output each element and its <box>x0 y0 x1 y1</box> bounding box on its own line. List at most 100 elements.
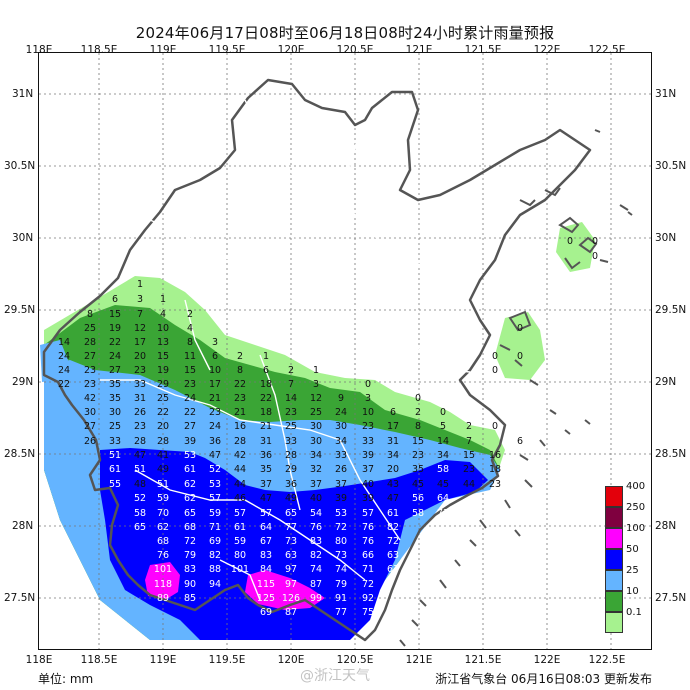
rainfall-value: 40 <box>310 493 322 504</box>
rainfall-value: 19 <box>157 365 169 376</box>
rainfall-value: 22 <box>184 407 196 418</box>
lat-tick-left-0: 31N <box>12 88 34 100</box>
rainfall-value: 41 <box>157 450 169 461</box>
rainfall-value: 33 <box>362 436 374 447</box>
rainfall-value: 74 <box>310 564 322 575</box>
lon-tick-top-9: 122.5E <box>588 44 626 56</box>
rainfall-value: 7 <box>288 379 294 390</box>
legend-swatch <box>605 591 623 612</box>
rainfall-value: 2 <box>237 351 243 362</box>
rainfall-value: 47 <box>209 450 221 461</box>
rainfall-value: 61 <box>184 464 196 475</box>
rainfall-value: 31 <box>387 436 399 447</box>
rainfall-value: 0 <box>492 351 498 362</box>
rainfall-value: 42 <box>234 450 246 461</box>
legend-swatch <box>605 486 623 507</box>
rainfall-value: 22 <box>260 393 272 404</box>
lat-tick-left-2: 30N <box>12 232 34 244</box>
lon-tick-top-0: 118E <box>25 44 53 56</box>
rainfall-value: 42 <box>84 393 96 404</box>
rainfall-value: 1 <box>160 294 166 305</box>
rainfall-value: 1 <box>137 279 143 290</box>
rainfall-value: 0 <box>492 365 498 376</box>
rainfall-value: 72 <box>387 536 399 547</box>
legend-label: 100 <box>626 523 646 534</box>
legend-item-0-1: 0.1 <box>603 607 655 633</box>
rainfall-value: 0 <box>517 323 523 334</box>
zone-ne-islands <box>495 312 545 380</box>
lon-tick-top-2: 119E <box>149 44 177 56</box>
zone-blue <box>100 448 488 640</box>
grid <box>39 53 651 649</box>
rainfall-value: 22 <box>58 379 70 390</box>
rainfall-value: 91 <box>335 593 347 604</box>
rainfall-value: 23 <box>463 464 475 475</box>
rainfall-value: 25 <box>157 393 169 404</box>
rainfall-value: 8 <box>87 309 93 320</box>
rainfall-value: 39 <box>362 493 374 504</box>
rainfall-value: 34 <box>437 450 449 461</box>
lon-tick-bottom-0: 118E <box>25 654 53 666</box>
rainfall-value: 45 <box>412 479 424 490</box>
rainfall-values: 16 3 18 15 7 4 225 19 12 10 414 28 22 17 13 8 324 27 24 20 1… <box>58 236 598 618</box>
lon-tick-bottom-6: 121E <box>405 654 433 666</box>
rainfall-value: 9 <box>338 393 344 404</box>
rainfall-value: 80 <box>234 550 246 561</box>
lat-tick-left-7: 27.5N <box>4 592 36 604</box>
rainfall-value: 57 <box>209 493 221 504</box>
rainfall-value: 6 <box>112 294 118 305</box>
rainfall-value: 3 <box>212 337 218 348</box>
rainfall-value: 4 <box>187 323 193 334</box>
rainfall-value: 18 <box>260 407 272 418</box>
rainfall-value: 20 <box>157 421 169 432</box>
rainfall-value: 16 <box>489 450 501 461</box>
legend-label: 10 <box>626 586 639 597</box>
map-title: 2024年06月17日08时至06月18日08时24小时累计雨量预报 <box>135 24 555 42</box>
lon-tick-top-3: 119.5E <box>208 44 246 56</box>
rainfall-value: 2 <box>415 407 421 418</box>
rainfall-value: 19 <box>109 323 121 334</box>
rainfall-value: 1 <box>313 365 319 376</box>
rainfall-value: 55 <box>109 479 121 490</box>
rainfall-value: 52 <box>209 464 221 475</box>
rainfall-value: 24 <box>109 351 121 362</box>
weibo-watermark: @浙江天气 <box>300 668 370 684</box>
rainfall-value: 8 <box>237 365 243 376</box>
city-boundaries <box>100 99 471 601</box>
rainfall-value: 15 <box>109 309 121 320</box>
rainfall-value: 15 <box>412 436 424 447</box>
rainfall-value: 3 <box>365 393 371 404</box>
rainfall-value: 28 <box>234 436 246 447</box>
rainfall-value: 6 <box>517 436 523 447</box>
rainfall-value: 71 <box>209 522 221 533</box>
rainfall-value: 76 <box>157 550 169 561</box>
rainfall-value: 23 <box>209 407 221 418</box>
rainfall-value: 82 <box>310 550 322 561</box>
islands <box>399 129 633 647</box>
lon-tick-bottom-4: 120E <box>277 654 305 666</box>
rainfall-value: 76 <box>362 536 374 547</box>
rainfall-value: 28 <box>285 450 297 461</box>
rainfall-value: 2 <box>466 421 472 432</box>
issuer-footer: 浙江省气象台 06月16日08:03 更新发布 <box>435 672 652 686</box>
rainfall-value: 17 <box>134 337 146 348</box>
rainfall-value: 20 <box>387 464 399 475</box>
rainfall-value: 35 <box>260 464 272 475</box>
rainfall-value: 118 <box>154 579 172 590</box>
rainfall-value: 84 <box>260 564 272 575</box>
rainfall-value: 49 <box>157 464 169 475</box>
rainfall-value: 79 <box>335 579 347 590</box>
rainfall-value: 24 <box>58 365 70 376</box>
rainfall-value: 85 <box>184 593 196 604</box>
rainfall-value: 10 <box>157 323 169 334</box>
rainfall-value: 17 <box>209 379 221 390</box>
rainfall-value: 63 <box>285 550 297 561</box>
rainfall-value: 8 <box>415 421 421 432</box>
rainfall-value: 61 <box>109 464 121 475</box>
rainfall-value: 88 <box>209 564 221 575</box>
rainfall-value: 44 <box>234 479 246 490</box>
rainfall-value: 30 <box>84 407 96 418</box>
rainfall-value: 80 <box>335 536 347 547</box>
legend-swatch <box>605 507 623 528</box>
